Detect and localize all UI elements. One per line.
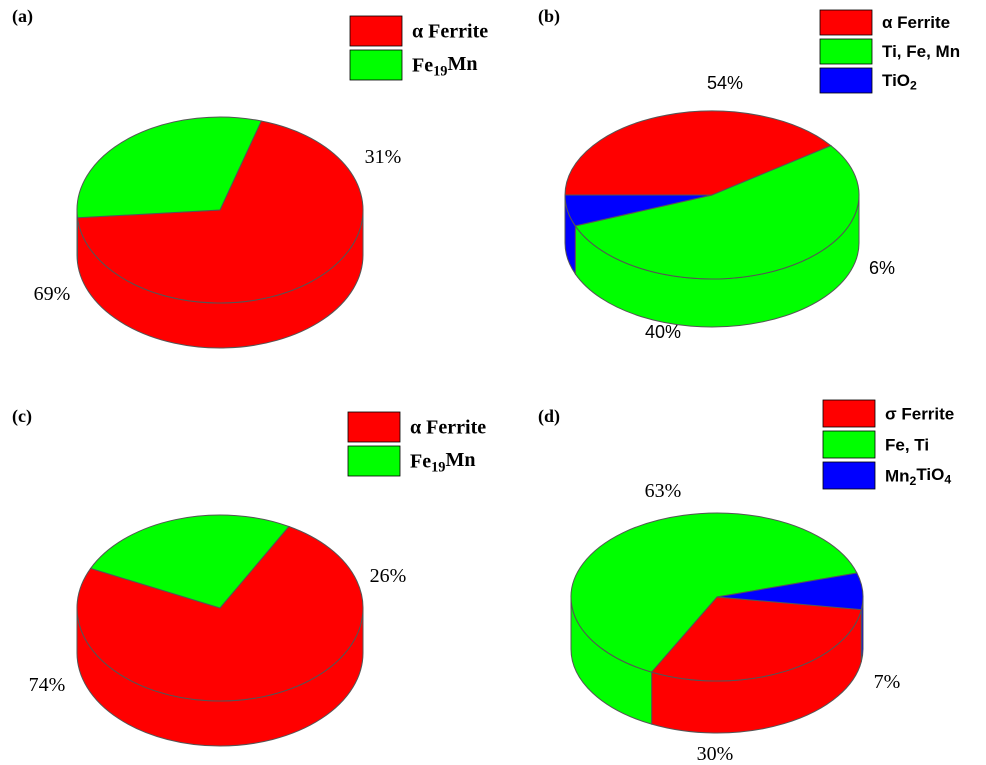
pie-value-label-0-1: 31% (365, 146, 402, 168)
legend-swatch (822, 430, 876, 459)
pie-value-label-2-0: 74% (29, 674, 66, 696)
panel-label: (d) (538, 406, 560, 427)
legend-label: Fe19​Mn (410, 449, 475, 476)
legend-swatch (347, 411, 401, 443)
legend: α Ferrite Fe19​Mn (349, 15, 488, 81)
legend: σ Ferrite Fe, Ti Mn2​TiO4​ (822, 399, 954, 490)
pie-slice-2-1 (89, 514, 290, 609)
legend-label: α Ferrite (882, 13, 950, 32)
legend-label: Fe, Ti (885, 435, 929, 454)
pie-value-label-2-1: 26% (370, 565, 407, 587)
panel-label: (b) (538, 6, 560, 27)
pie-value-label-0-0: 69% (34, 283, 71, 305)
legend-label: α Ferrite (412, 21, 488, 43)
legend-swatch (349, 49, 403, 81)
pie-top (564, 110, 860, 280)
pie-slice-3-2 (716, 572, 864, 611)
legend-swatch (822, 461, 876, 490)
legend-swatch (819, 67, 873, 94)
pie-slice-3-1 (570, 512, 858, 673)
pie-slice-1-0 (564, 110, 832, 196)
legend-label: TiO2​ (882, 71, 917, 92)
legend-swatch (349, 15, 403, 47)
pie-slice-0-0 (76, 120, 364, 304)
legend-label: Fe19​Mn (412, 53, 477, 80)
pie-value-label-1-0: 40% (645, 322, 681, 342)
pie-value-label-1-1: 54% (707, 73, 743, 93)
legend-swatch (347, 445, 401, 477)
legend: α Ferrite Fe19​Mn (347, 411, 486, 477)
legend-label: Mn2​TiO4​ (885, 465, 951, 488)
pie-slice-0-1 (76, 116, 263, 219)
pie-value-label-3-0: 30% (697, 743, 734, 765)
panel-label: (c) (12, 406, 32, 427)
pie-top (76, 116, 364, 304)
legend-swatch (819, 9, 873, 36)
pie-slice-3-0 (650, 596, 862, 682)
legend: α Ferrite Ti, Fe, Mn TiO2​ (819, 9, 960, 94)
panel-label: (a) (12, 6, 33, 27)
legend-label: Ti, Fe, Mn (882, 42, 960, 61)
pie-top (76, 514, 364, 702)
pie-slice-1-1 (574, 145, 860, 280)
pie-slice-2-0 (76, 525, 364, 702)
legend-label: α Ferrite (410, 417, 486, 439)
pie-value-label-3-1: 63% (645, 480, 682, 502)
pie-top (570, 512, 864, 682)
pie-value-label-1-2: 6% (869, 258, 895, 278)
pie-slice-1-2 (564, 194, 713, 227)
legend-swatch (819, 38, 873, 65)
legend-swatch (822, 399, 876, 428)
legend-label: σ Ferrite (885, 404, 954, 423)
pie-value-label-3-2: 7% (874, 671, 901, 693)
